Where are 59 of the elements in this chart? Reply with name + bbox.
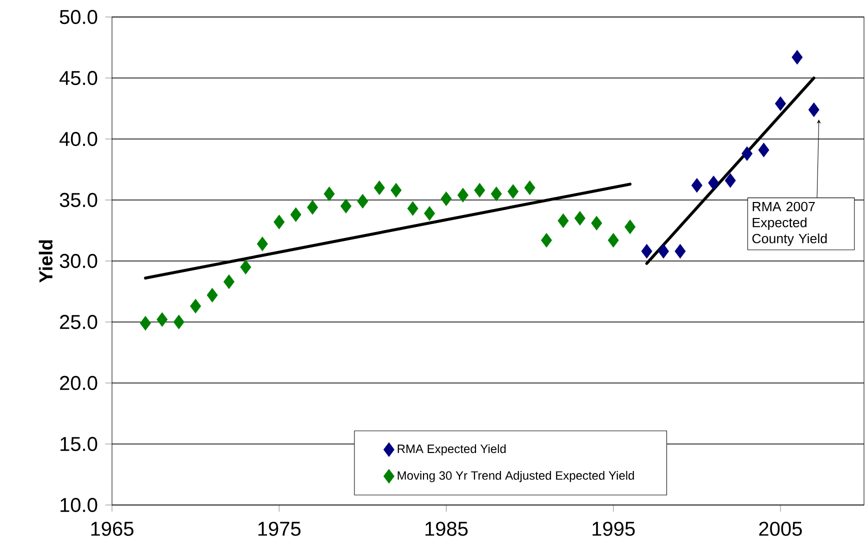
x-tick-label: 2005	[759, 522, 802, 536]
point	[307, 200, 318, 215]
point	[474, 183, 486, 198]
point	[490, 186, 502, 202]
point	[374, 180, 385, 196]
point	[390, 183, 402, 198]
x-tick-label: 1985	[426, 522, 468, 536]
x-tick-label: 1975	[258, 522, 301, 536]
point	[424, 206, 435, 221]
point	[792, 50, 803, 64]
point	[724, 173, 736, 188]
x-tick-label: 1995	[592, 522, 635, 536]
point	[224, 274, 234, 289]
point	[190, 298, 202, 314]
point	[624, 220, 636, 234]
point	[658, 244, 669, 258]
point	[256, 236, 268, 252]
legend-label: Moving 30 Yr Trend Adjusted Expected Yield	[398, 470, 634, 482]
point	[457, 188, 468, 202]
point	[774, 96, 786, 111]
point	[290, 207, 302, 222]
point	[440, 192, 452, 206]
point	[340, 198, 352, 214]
point	[591, 216, 602, 230]
point	[608, 233, 619, 248]
point	[558, 214, 569, 228]
point	[708, 176, 720, 190]
y-axis-title: Yield	[38, 240, 53, 283]
point	[140, 316, 151, 330]
point	[206, 288, 218, 302]
y-tick-label: 40.0	[60, 132, 98, 146]
point	[274, 214, 285, 230]
point	[674, 244, 686, 258]
point	[173, 314, 184, 330]
point	[574, 211, 586, 226]
point	[407, 201, 418, 216]
y-tick-label: 35.0	[60, 192, 98, 208]
point	[508, 184, 519, 199]
y-tick-label: 15.0	[60, 436, 98, 452]
legend-label: RMA Expected Yield	[398, 444, 506, 456]
point	[808, 102, 820, 117]
point	[156, 312, 168, 327]
y-tick-label: 25.0	[60, 314, 98, 330]
y-tick-label: 45.0	[60, 70, 98, 86]
x-tick-label: 1965	[91, 522, 134, 536]
point	[742, 146, 752, 161]
point	[691, 178, 702, 193]
point	[758, 142, 770, 158]
point	[541, 233, 552, 248]
point	[240, 260, 252, 274]
point	[524, 180, 536, 196]
annotation: RMA 2007 Expected County Yield	[752, 202, 827, 246]
y-tick-label: 10.0	[60, 498, 98, 512]
y-tick-label: 30.0	[60, 254, 98, 268]
y-tick-label: 20.0	[60, 376, 98, 390]
point	[357, 194, 368, 208]
point	[641, 244, 652, 258]
y-tick-label: 50.0	[60, 10, 98, 24]
point	[324, 186, 335, 202]
